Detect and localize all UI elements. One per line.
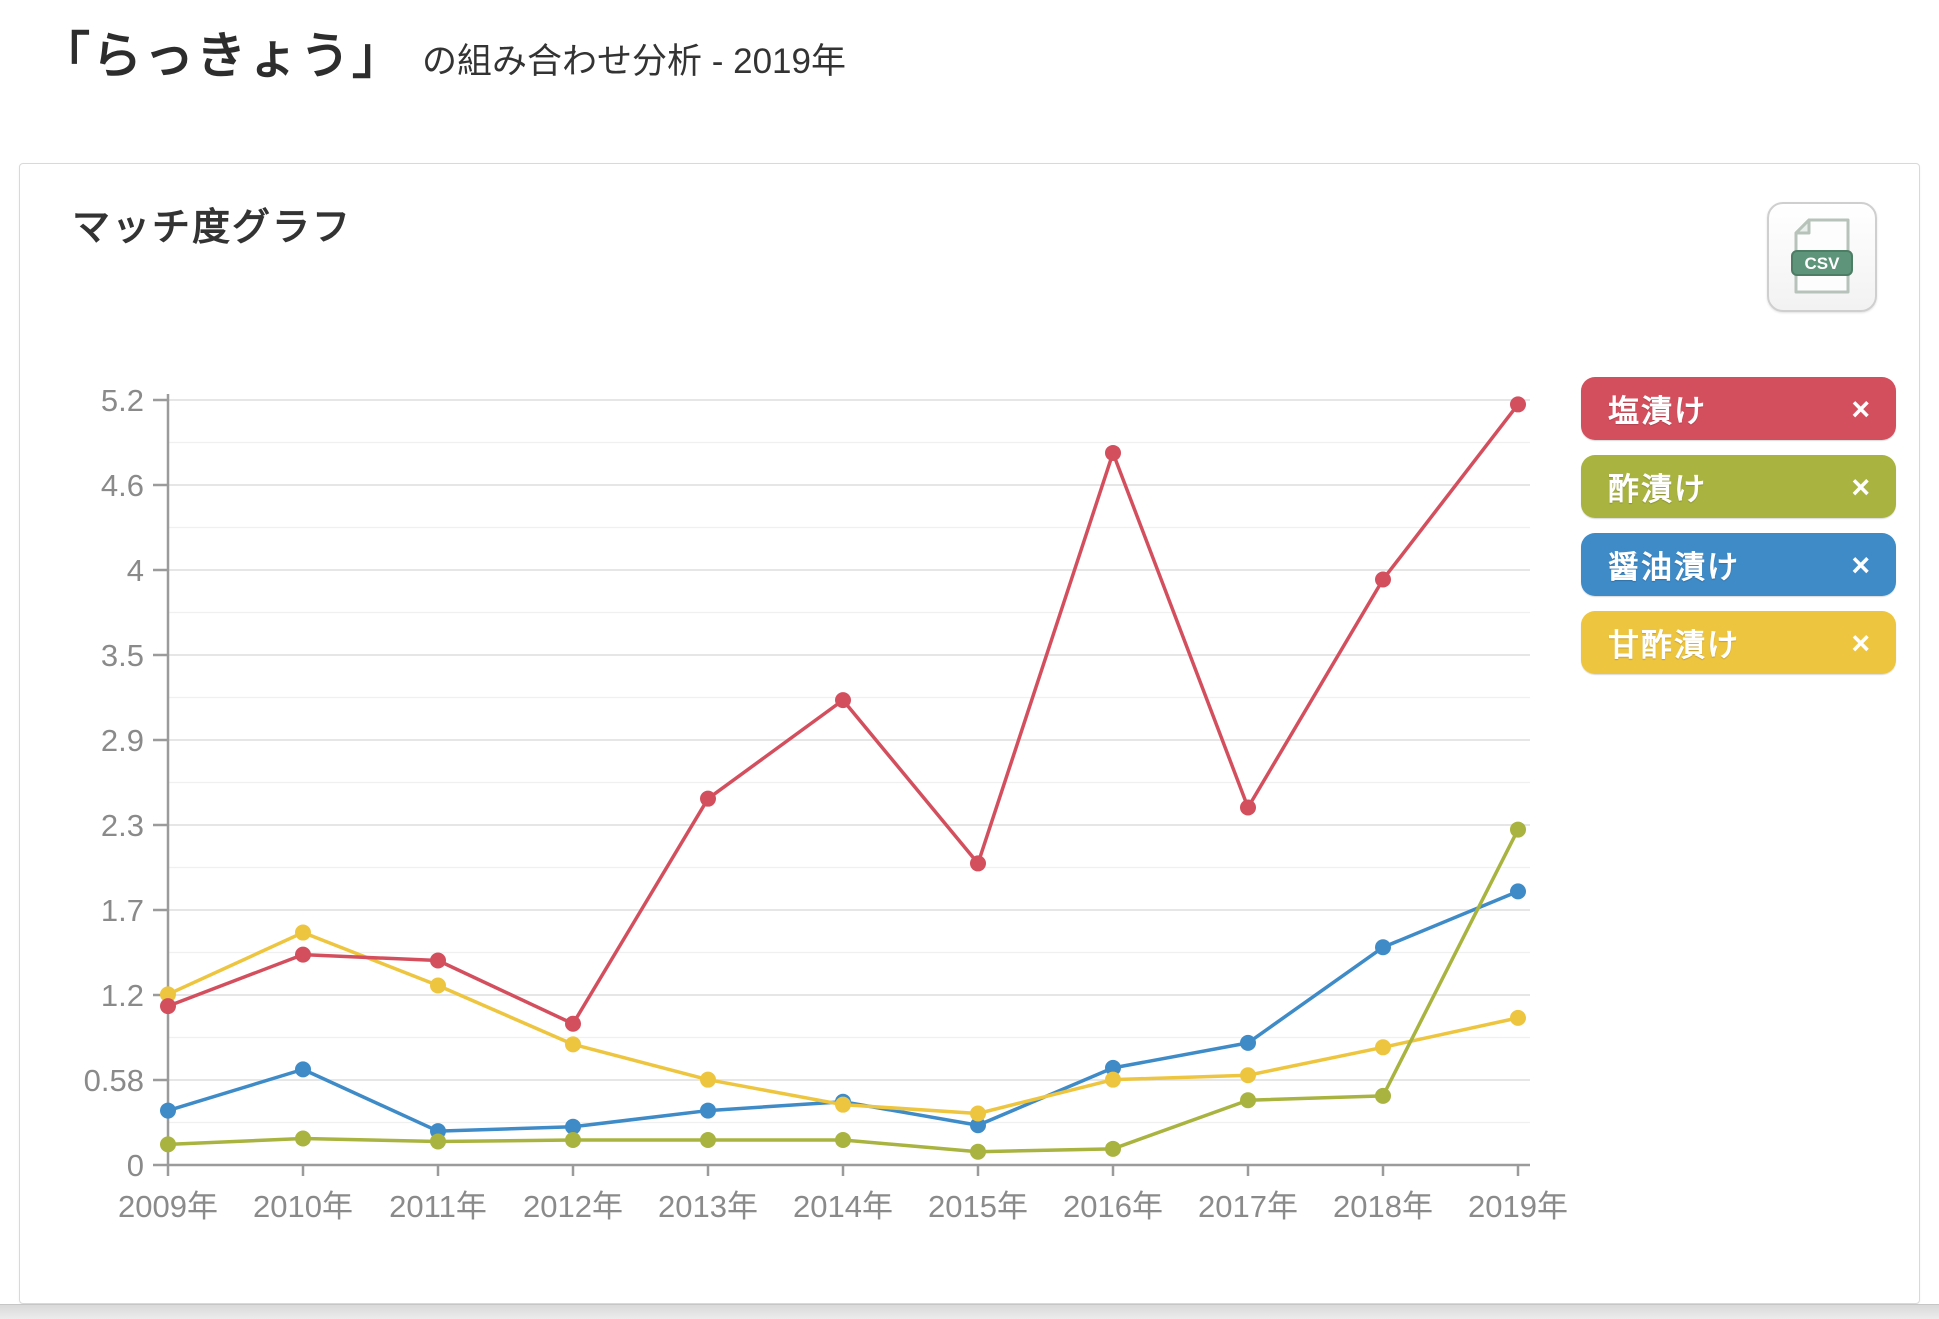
legend-pill-2[interactable]: 酢漬け × [1581,455,1896,518]
data-point[interactable] [295,946,311,963]
page-title: 「らっきょう」 の組み合わせ分析 - 2019年 [40,16,846,88]
series-line-1 [167,403,1520,1026]
page-title-rest: の組み合わせ分析 - 2019年 [422,42,846,81]
data-point[interactable] [700,1071,716,1088]
y-tick-label: 0 [127,1148,144,1183]
x-tick-label: 2011年 [389,1189,487,1224]
data-point[interactable] [160,1136,176,1153]
data-point[interactable] [1510,396,1526,413]
data-point[interactable] [1240,1067,1256,1084]
legend-pill-4[interactable]: 甘酢漬け × [1581,611,1896,674]
legend-remove-icon[interactable]: × [1851,624,1870,661]
legend-remove-icon[interactable]: × [1851,468,1870,505]
y-tick-label: 1.2 [101,978,144,1013]
data-point[interactable] [1105,1071,1121,1088]
data-point[interactable] [430,977,446,994]
y-tick-label: 0.58 [84,1063,144,1098]
y-tick-label: 5.2 [101,383,144,418]
data-point[interactable] [1240,1092,1256,1109]
data-point[interactable] [160,1102,176,1119]
data-point[interactable] [1375,571,1391,588]
data-point[interactable] [160,998,176,1015]
data-point[interactable] [835,1131,851,1148]
x-tick-label: 2009年 [118,1189,218,1224]
data-point[interactable] [1510,1009,1526,1026]
data-point[interactable] [1510,883,1526,900]
x-tick-label: 2012年 [523,1189,623,1224]
data-point[interactable] [565,1015,581,1032]
csv-download-button[interactable]: CSV [1767,202,1877,312]
card-title: マッチ度グラフ [72,207,353,249]
x-tick-label: 2014年 [793,1189,893,1224]
csv-icon-label: CSV [1805,254,1841,273]
data-point[interactable] [565,1118,581,1135]
y-tick-label: 4 [127,553,144,588]
data-point[interactable] [565,1036,581,1053]
series-legend: 塩漬け × 酢漬け × 醤油漬け × 甘酢漬け × [1581,377,1896,689]
series-line-4 [167,930,1519,1116]
legend-label: 甘酢漬け [1608,628,1740,663]
data-point[interactable] [430,952,446,969]
y-tick-label: 3.5 [101,638,144,673]
data-point[interactable] [295,924,311,941]
y-tick-label: 2.3 [101,808,144,843]
x-tick-label: 2018年 [1333,1189,1433,1224]
data-point[interactable] [835,1096,851,1113]
legend-remove-icon[interactable]: × [1851,546,1870,583]
x-tick-label: 2015年 [928,1189,1028,1224]
data-point[interactable] [565,1131,581,1148]
data-point[interactable] [970,1105,986,1122]
x-tick-label: 2013年 [658,1189,758,1224]
data-point[interactable] [1105,444,1121,461]
x-tick-label: 2010年 [253,1189,353,1224]
data-point[interactable] [430,1133,446,1150]
data-point[interactable] [700,1102,716,1119]
data-point[interactable] [835,692,851,709]
data-point[interactable] [1375,1039,1391,1056]
x-tick-label: 2019年 [1468,1189,1568,1224]
csv-file-icon: CSV [1789,217,1855,298]
data-point[interactable] [1105,1140,1121,1157]
data-point[interactable] [700,790,716,807]
legend-pill-3[interactable]: 醤油漬け × [1581,533,1896,596]
legend-label: 酢漬け [1608,472,1707,507]
legend-pill-1[interactable]: 塩漬け × [1581,377,1896,440]
data-point[interactable] [1375,939,1391,956]
data-point[interactable] [1240,799,1256,816]
data-point[interactable] [295,1061,311,1078]
data-point[interactable] [970,1143,986,1160]
data-point[interactable] [1375,1087,1391,1104]
page-bottom-edge [0,1304,1939,1319]
data-point[interactable] [160,986,176,1003]
data-point[interactable] [1510,821,1526,838]
legend-label: 醤油漬け [1608,550,1740,585]
legend-label: 塩漬け [1608,394,1707,429]
y-tick-label: 4.6 [101,468,144,503]
x-tick-label: 2017年 [1198,1189,1298,1224]
legend-remove-icon[interactable]: × [1851,390,1870,427]
y-tick-label: 2.9 [101,723,144,758]
data-point[interactable] [1105,1059,1121,1076]
y-tick-label: 1.7 [101,893,144,928]
data-point[interactable] [700,1131,716,1148]
data-point[interactable] [970,1117,986,1134]
data-point[interactable] [970,855,986,872]
data-point[interactable] [1240,1034,1256,1051]
x-tick-label: 2016年 [1063,1189,1163,1224]
data-point[interactable] [295,1130,311,1147]
page-title-keyword: 「らっきょう」 [40,28,404,84]
